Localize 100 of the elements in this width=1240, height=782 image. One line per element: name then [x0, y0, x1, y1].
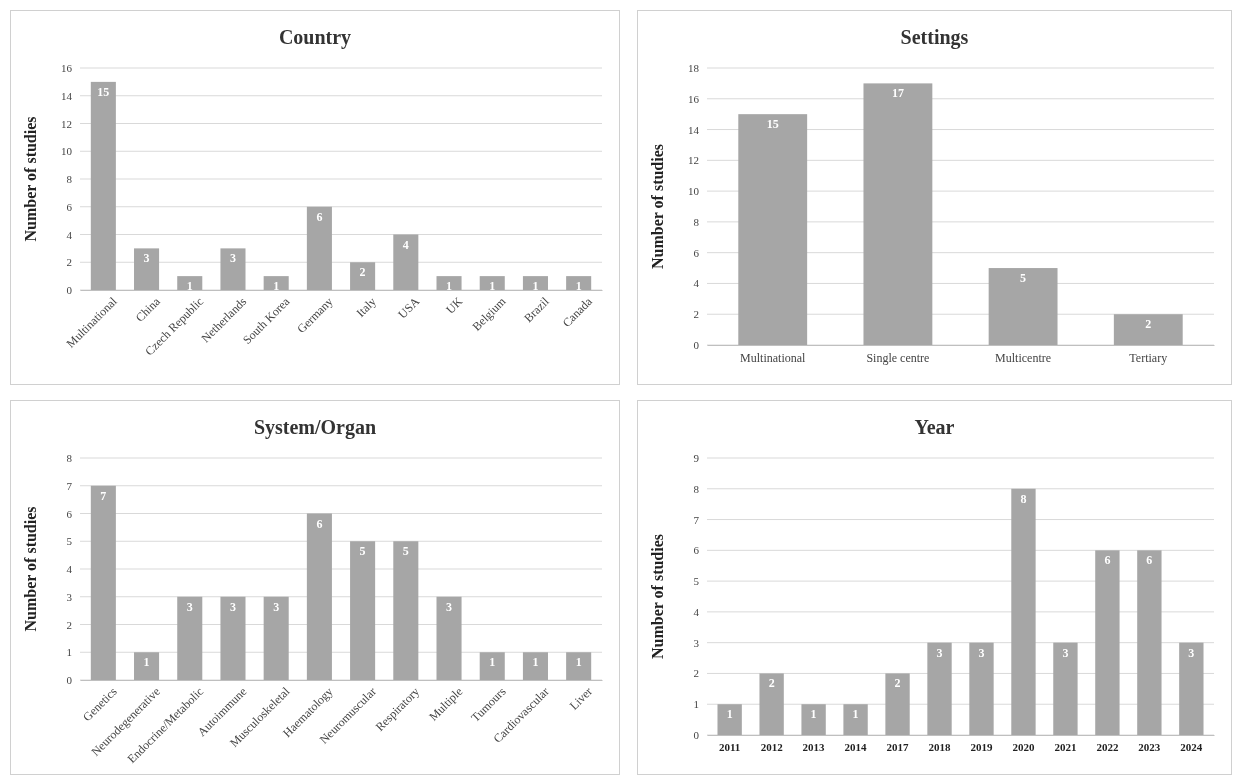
bar	[263, 276, 289, 290]
data-label: 1	[810, 707, 817, 722]
y-tick-label: 3	[66, 590, 73, 603]
chart-title: System/Organ	[253, 416, 377, 439]
data-label: 1	[575, 279, 582, 294]
x-tick-label: 2022	[1096, 740, 1119, 753]
y-axis-title: Number of studies	[649, 143, 666, 270]
y-tick-label: 6	[693, 246, 700, 259]
bar	[717, 704, 742, 735]
y-tick-label: 1	[693, 698, 699, 711]
bar	[350, 262, 376, 290]
x-tick-label: Multicentre	[995, 350, 1052, 365]
y-tick-label: 0	[693, 729, 700, 742]
bar	[1179, 642, 1204, 735]
y-tick-label: 8	[693, 215, 700, 228]
x-tick-label: 2024	[1180, 740, 1203, 753]
bar	[350, 541, 376, 680]
y-tick-label: 2	[66, 256, 72, 269]
data-label: 1	[186, 279, 193, 294]
y-tick-label: 14	[61, 89, 73, 102]
x-tick-label: 2014	[844, 740, 868, 753]
bar	[801, 704, 826, 735]
bar	[90, 81, 116, 290]
bar	[479, 276, 505, 290]
y-tick-label: 16	[688, 92, 700, 105]
bar	[220, 596, 246, 680]
data-label: 2	[359, 265, 366, 280]
y-tick-label: 2	[66, 618, 72, 631]
data-label: 5	[359, 544, 366, 559]
x-tick-label: 2012	[760, 740, 784, 753]
data-label: 6	[1146, 553, 1153, 568]
data-label: 1	[852, 707, 859, 722]
data-label: 3	[143, 251, 150, 266]
bar	[522, 276, 548, 290]
bar	[263, 596, 289, 680]
y-axis-title: Number of studies	[22, 506, 39, 632]
y-tick-label: 0	[693, 339, 700, 352]
bar	[1095, 550, 1120, 735]
y-tick-label: 9	[693, 452, 700, 465]
data-label: 15	[97, 84, 110, 99]
y-tick-label: 4	[693, 277, 700, 290]
x-tick-label: USA	[395, 294, 423, 322]
bar	[306, 206, 332, 290]
y-tick-label: 6	[66, 200, 73, 213]
bar	[90, 485, 116, 680]
data-label: 1	[446, 279, 453, 294]
data-label: 6	[316, 516, 323, 531]
y-tick-label: 6	[693, 544, 700, 557]
data-label: 3	[446, 599, 453, 614]
bar	[134, 248, 160, 290]
bar	[566, 652, 592, 680]
data-label: 7	[100, 488, 107, 503]
y-tick-label: 4	[66, 563, 73, 576]
data-label: 2	[894, 676, 901, 691]
data-label: 4	[402, 237, 409, 252]
data-label: 1	[143, 655, 150, 670]
y-tick-label: 4	[66, 228, 73, 241]
y-tick-label: 0	[66, 284, 73, 297]
y-tick-label: 1	[66, 646, 72, 659]
data-label: 1	[726, 707, 733, 722]
bar	[566, 276, 592, 290]
data-label: 1	[489, 655, 496, 670]
y-tick-label: 2	[693, 667, 699, 680]
data-label: 17	[891, 86, 904, 101]
x-tick-label: Single centre	[866, 350, 930, 365]
data-label: 3	[273, 599, 280, 614]
bar	[436, 596, 462, 680]
x-tick-label: 2011	[718, 740, 741, 753]
bar	[479, 652, 505, 680]
y-tick-label: 12	[61, 117, 72, 130]
data-label: 6	[1104, 553, 1111, 568]
x-tick-label: 2021	[1054, 740, 1077, 753]
bar	[927, 642, 952, 735]
data-label: 1	[489, 279, 496, 294]
x-tick-label: 2018	[928, 740, 952, 753]
y-tick-label: 0	[66, 674, 73, 687]
y-tick-label: 8	[66, 173, 73, 186]
data-label: 5	[1020, 271, 1027, 286]
chart-title: Year	[914, 416, 955, 438]
data-label: 2	[768, 676, 775, 691]
bar	[759, 673, 784, 735]
bar	[393, 541, 419, 680]
data-label: 2	[1145, 317, 1152, 332]
y-tick-label: 16	[61, 62, 73, 75]
bar	[177, 596, 203, 680]
data-label: 3	[229, 599, 236, 614]
x-tick-label: 2020	[1012, 740, 1035, 753]
bar	[134, 652, 160, 680]
data-label: 1	[532, 279, 539, 294]
data-label: 3	[936, 645, 943, 660]
data-label: 3	[186, 599, 193, 614]
data-label: 1	[532, 655, 539, 670]
x-tick-label: UK	[443, 294, 466, 317]
bar	[1113, 314, 1183, 345]
data-label: 8	[1020, 491, 1027, 506]
bar	[1137, 550, 1162, 735]
y-axis-title: Number of studies	[649, 533, 666, 660]
y-tick-label: 10	[688, 185, 700, 198]
y-tick-label: 8	[693, 482, 700, 495]
y-axis-title: Number of studies	[22, 116, 39, 242]
